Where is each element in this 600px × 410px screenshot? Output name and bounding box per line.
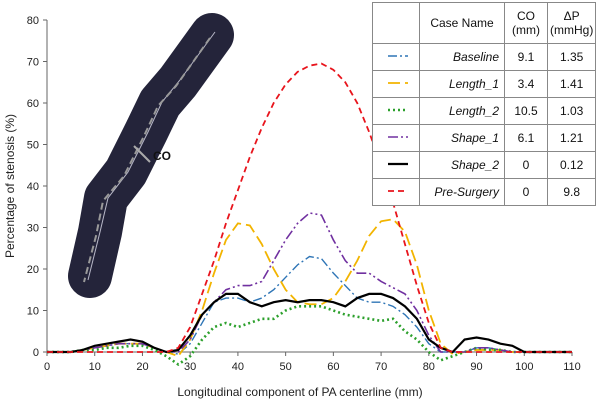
y-tick-label: 20 xyxy=(27,264,39,276)
legend-name: Length_2 xyxy=(419,97,505,125)
data-line xyxy=(47,292,572,354)
table-row: Pre-Surgery 0 9.8 xyxy=(372,178,597,206)
x-tick-label: 60 xyxy=(327,361,339,373)
table-row: Length_2 10.5 1.03 xyxy=(372,97,597,125)
legend-name: Shape_1 xyxy=(419,124,505,152)
x-axis-label: Longitudinal component of PA centerline … xyxy=(177,385,422,399)
table-cell xyxy=(372,70,420,98)
x-tick-label: 10 xyxy=(89,361,101,373)
y-tick-label: 40 xyxy=(27,181,39,193)
table-cell: 9.1 xyxy=(504,43,548,71)
vessel-path xyxy=(83,37,211,283)
x-tick-label: 90 xyxy=(470,361,482,373)
table-row: Length_1 3.4 1.41 xyxy=(372,70,597,98)
table-cell: 1.21 xyxy=(546,124,597,152)
x-tick-label: 30 xyxy=(184,361,196,373)
x-tick-label: 20 xyxy=(136,361,148,373)
table-cell: 1.35 xyxy=(546,43,597,71)
table-cell: 10.5 xyxy=(504,97,548,125)
table-row: Shape_2 0 0.12 xyxy=(372,151,597,179)
x-tick-label: 0 xyxy=(44,361,50,373)
table-cell: 0.12 xyxy=(546,151,597,179)
legend-swatch xyxy=(388,82,408,84)
x-tick-label: 110 xyxy=(563,361,581,373)
legend-swatch xyxy=(388,108,408,112)
table-cell xyxy=(372,178,420,206)
y-tick-label: 0 xyxy=(33,347,39,359)
y-tick-label: 30 xyxy=(27,223,39,235)
table-cell: 9.8 xyxy=(546,178,597,206)
table-cell: Case Name xyxy=(419,2,505,44)
x-tick-label: 70 xyxy=(375,361,387,373)
data-line xyxy=(47,218,572,358)
legend-table: Case Name CO (mm) ΔP (mmHg) Baseline 9.1 1.35… xyxy=(372,2,597,206)
co-label: CO xyxy=(153,149,171,163)
legend-name: Length_1 xyxy=(419,70,505,98)
legend-swatch xyxy=(388,55,408,57)
y-tick-label: 50 xyxy=(27,140,39,152)
table-cell: 1.03 xyxy=(546,97,597,125)
table-cell: 6.1 xyxy=(504,124,548,152)
table-cell xyxy=(372,124,420,152)
table-cell xyxy=(372,97,420,125)
table-cell xyxy=(372,43,420,71)
legend-name: Baseline xyxy=(419,43,505,71)
vessel-image: CO xyxy=(68,13,234,298)
table-cell: 3.4 xyxy=(504,70,548,98)
x-tick-label: 80 xyxy=(423,361,435,373)
table-cell: 0 xyxy=(504,151,548,179)
co-arrow xyxy=(133,145,151,163)
x-tick-label: 100 xyxy=(515,361,533,373)
table-cell: 0 xyxy=(504,178,548,206)
data-line xyxy=(47,305,572,367)
table-row: Shape_1 6.1 1.21 xyxy=(372,124,597,152)
y-tick-label: 60 xyxy=(27,98,39,110)
data-line xyxy=(47,212,572,353)
table-cell xyxy=(372,2,420,44)
table-cell xyxy=(372,151,420,179)
table-cell: 1.41 xyxy=(546,70,597,98)
x-tick-label: 40 xyxy=(232,361,244,373)
y-tick-label: 80 xyxy=(27,15,39,27)
legend-swatch xyxy=(388,190,408,192)
y-axis-label: Percentage of stenosis (%) xyxy=(3,114,17,258)
x-tick-label: 50 xyxy=(280,361,292,373)
y-tick-label: 10 xyxy=(27,306,39,318)
table-row: Baseline 9.1 1.35 xyxy=(372,43,597,71)
table-cell: CO (mm) xyxy=(504,2,548,44)
y-tick-label: 70 xyxy=(27,57,39,69)
legend-swatch xyxy=(388,162,408,166)
legend-swatch xyxy=(388,136,408,138)
legend-name: Pre-Surgery xyxy=(419,178,505,206)
table-header: Case Name CO (mm) ΔP (mmHg) xyxy=(372,2,597,44)
legend-name: Shape_2 xyxy=(419,151,505,179)
vessel-body xyxy=(68,13,234,298)
table-cell: ΔP (mmHg) xyxy=(546,2,597,44)
